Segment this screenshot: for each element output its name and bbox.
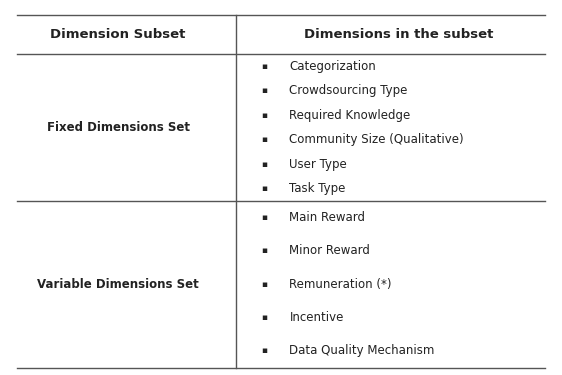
Text: ▪: ▪ (261, 62, 268, 71)
Text: Variable Dimensions Set: Variable Dimensions Set (37, 278, 199, 291)
Text: ▪: ▪ (261, 160, 268, 169)
Text: Categorization: Categorization (289, 60, 376, 73)
Text: Incentive: Incentive (289, 311, 344, 324)
Text: ▪: ▪ (261, 87, 268, 96)
Text: ▪: ▪ (261, 184, 268, 193)
Text: ▪: ▪ (261, 246, 268, 255)
Text: ▪: ▪ (261, 346, 268, 355)
Text: Main Reward: Main Reward (289, 211, 365, 224)
Text: Community Size (Qualitative): Community Size (Qualitative) (289, 133, 464, 146)
Text: User Type: User Type (289, 158, 347, 171)
Text: Minor Reward: Minor Reward (289, 244, 370, 257)
Text: ▪: ▪ (261, 111, 268, 120)
Text: Remuneration (*): Remuneration (*) (289, 278, 392, 291)
Text: Crowdsourcing Type: Crowdsourcing Type (289, 84, 408, 98)
Text: Task Type: Task Type (289, 182, 346, 195)
Text: Fixed Dimensions Set: Fixed Dimensions Set (47, 121, 189, 134)
Text: ▪: ▪ (261, 213, 268, 222)
Text: Dimension Subset: Dimension Subset (51, 28, 185, 41)
Text: ▪: ▪ (261, 313, 268, 322)
Text: ▪: ▪ (261, 280, 268, 289)
Text: Dimensions in the subset: Dimensions in the subset (305, 28, 493, 41)
Text: ▪: ▪ (261, 135, 268, 144)
Text: Data Quality Mechanism: Data Quality Mechanism (289, 344, 435, 357)
Text: Required Knowledge: Required Knowledge (289, 109, 411, 122)
